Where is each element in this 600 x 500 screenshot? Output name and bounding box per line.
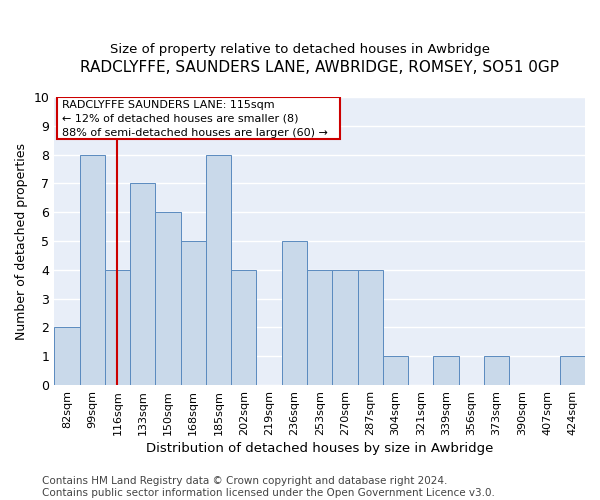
Bar (54, 328, 80, 385)
Bar (206, 154, 231, 385)
Text: RADCLYFFE SAUNDERS LANE: 115sqm
← 12% of detached houses are smaller (8)
88% of : RADCLYFFE SAUNDERS LANE: 115sqm ← 12% of… (62, 100, 328, 138)
Text: Contains HM Land Registry data © Crown copyright and database right 2024.
Contai: Contains HM Land Registry data © Crown c… (42, 476, 495, 498)
Bar (332, 270, 358, 385)
Text: Size of property relative to detached houses in Awbridge: Size of property relative to detached ho… (110, 42, 490, 56)
Bar (181, 241, 206, 385)
Bar (282, 241, 307, 385)
Bar (560, 356, 585, 385)
Y-axis label: Number of detached properties: Number of detached properties (15, 142, 28, 340)
Bar (358, 270, 383, 385)
Bar (484, 356, 509, 385)
Bar (130, 184, 155, 385)
X-axis label: Distribution of detached houses by size in Awbridge: Distribution of detached houses by size … (146, 442, 493, 455)
Bar (57, 97, 340, 139)
Bar (307, 270, 332, 385)
Bar (231, 270, 256, 385)
Bar (80, 154, 105, 385)
Bar (383, 356, 408, 385)
Bar (433, 356, 458, 385)
Bar (105, 270, 130, 385)
Title: RADCLYFFE, SAUNDERS LANE, AWBRIDGE, ROMSEY, SO51 0GP: RADCLYFFE, SAUNDERS LANE, AWBRIDGE, ROMS… (80, 60, 559, 75)
Bar (155, 212, 181, 385)
